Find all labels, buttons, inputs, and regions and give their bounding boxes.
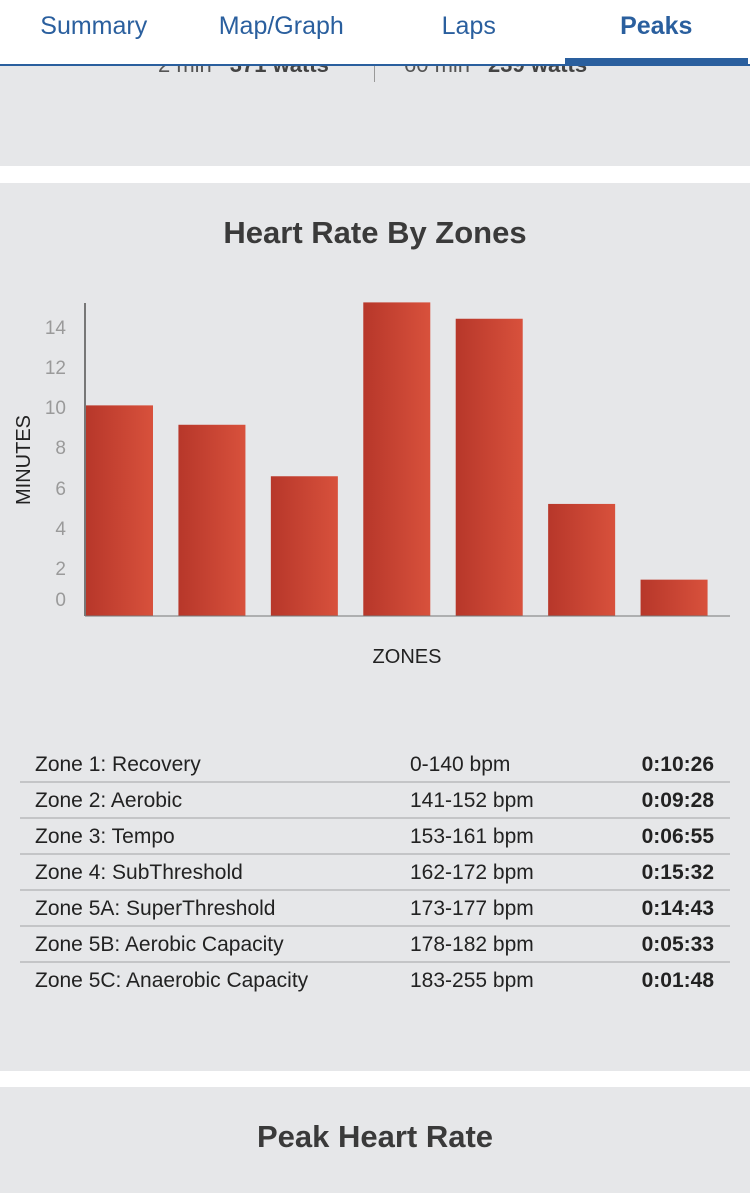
peak-duration-right: 60 min: [404, 64, 471, 77]
y-tick-label: 2: [55, 559, 66, 580]
tab-summary[interactable]: Summary: [40, 11, 148, 40]
zone-name: Zone 5A: SuperThreshold: [35, 897, 276, 920]
zone-range: 183-255 bpm: [410, 969, 534, 992]
zone-range: 178-182 bpm: [410, 933, 534, 956]
zone-row: Zone 5B: Aerobic Capacity 178-182 bpm 0:…: [20, 927, 730, 963]
peak-watts-left: 2 min 371 watts: [158, 64, 329, 78]
peak-divider: [374, 64, 375, 82]
zone-time: 0:06:55: [641, 825, 714, 848]
zone-name: Zone 3: Tempo: [35, 825, 175, 848]
zone-range: 173-177 bpm: [410, 897, 534, 920]
y-tick-label: 14: [45, 318, 67, 339]
y-tick-label: 12: [45, 358, 66, 379]
zone-time: 0:09:28: [641, 789, 714, 812]
peak-watts-right: 60 min 239 watts: [404, 64, 587, 78]
chart-bar: [548, 503, 616, 616]
chart-bar: [363, 302, 431, 616]
zone-name: Zone 5C: Anaerobic Capacity: [35, 969, 309, 992]
y-axis-label: MINUTES: [13, 415, 35, 505]
peak-value-right: 239 watts: [488, 64, 588, 77]
chart-bar: [455, 318, 523, 616]
zone-name: Zone 5B: Aerobic Capacity: [35, 933, 284, 956]
zone-range: 141-152 bpm: [410, 789, 534, 812]
zone-row: Zone 1: Recovery 0-140 bpm 0:10:26: [20, 747, 730, 783]
chart-canvas: 0 2 4 6 8 10 12 14 MINUTES ZONES: [13, 302, 730, 668]
zone-time: 0:15:32: [641, 861, 714, 884]
section-title-heart-rate-zones: Heart Rate By Zones: [223, 215, 527, 250]
y-tick-label: 6: [55, 479, 66, 500]
zone-time: 0:01:48: [641, 969, 714, 992]
y-axis-ticks: 0 2 4 6 8 10 12 14: [45, 318, 67, 611]
zone-name: Zone 4: SubThreshold: [35, 861, 243, 884]
zone-row: Zone 4: SubThreshold 162-172 bpm 0:15:32: [20, 855, 730, 891]
peak-heart-rate-section: Peak Heart Rate: [0, 1087, 750, 1193]
peak-duration-left: 2 min: [158, 64, 212, 77]
chart-bar: [640, 579, 708, 616]
zone-table: Zone 1: Recovery 0-140 bpm 0:10:26 Zone …: [20, 747, 730, 999]
zone-range: 153-161 bpm: [410, 825, 534, 848]
y-tick-label: 8: [55, 438, 66, 459]
zone-name: Zone 2: Aerobic: [35, 789, 183, 812]
zone-row: Zone 5C: Anaerobic Capacity 183-255 bpm …: [20, 963, 730, 999]
zone-range: 0-140 bpm: [410, 753, 511, 776]
zone-range: 162-172 bpm: [410, 861, 534, 884]
zone-name: Zone 1: Recovery: [35, 753, 201, 776]
chart-bar: [86, 405, 153, 616]
peak-power-section: 2 min 371 watts 60 min 239 watts: [0, 64, 750, 166]
tab-map-graph[interactable]: Map/Graph: [218, 11, 344, 40]
tab-peaks[interactable]: Peaks: [563, 0, 750, 66]
y-tick-label: 10: [45, 398, 66, 419]
zone-row: Zone 5A: SuperThreshold 173-177 bpm 0:14…: [20, 891, 730, 927]
tab-laps[interactable]: Laps: [441, 11, 496, 40]
zone-time: 0:14:43: [641, 897, 714, 920]
section-title-peak-heart-rate: Peak Heart Rate: [256, 1119, 494, 1154]
zone-row: Zone 2: Aerobic 141-152 bpm 0:09:28: [20, 783, 730, 819]
y-tick-label: 4: [55, 519, 66, 540]
x-axis-label: ZONES: [373, 646, 442, 668]
chart-bars: [86, 302, 708, 616]
y-tick-label: 0: [55, 590, 66, 611]
heart-rate-zones-section: Heart Rate By Zones 0 2 4 6 8 10 12 14 MINUTES …: [0, 183, 750, 1071]
peak-watts-row: 2 min 371 watts 60 min 239 watts: [0, 64, 750, 82]
zone-time: 0:10:26: [641, 753, 714, 776]
chart-bar: [270, 476, 338, 616]
peak-value-left: 371 watts: [229, 64, 329, 77]
zone-row: Zone 3: Tempo 153-161 bpm 0:06:55: [20, 819, 730, 855]
chart-bar: [178, 424, 246, 616]
zone-time: 0:05:33: [641, 933, 714, 956]
tab-bar: Summary Map/Graph Laps Peaks: [0, 0, 750, 66]
